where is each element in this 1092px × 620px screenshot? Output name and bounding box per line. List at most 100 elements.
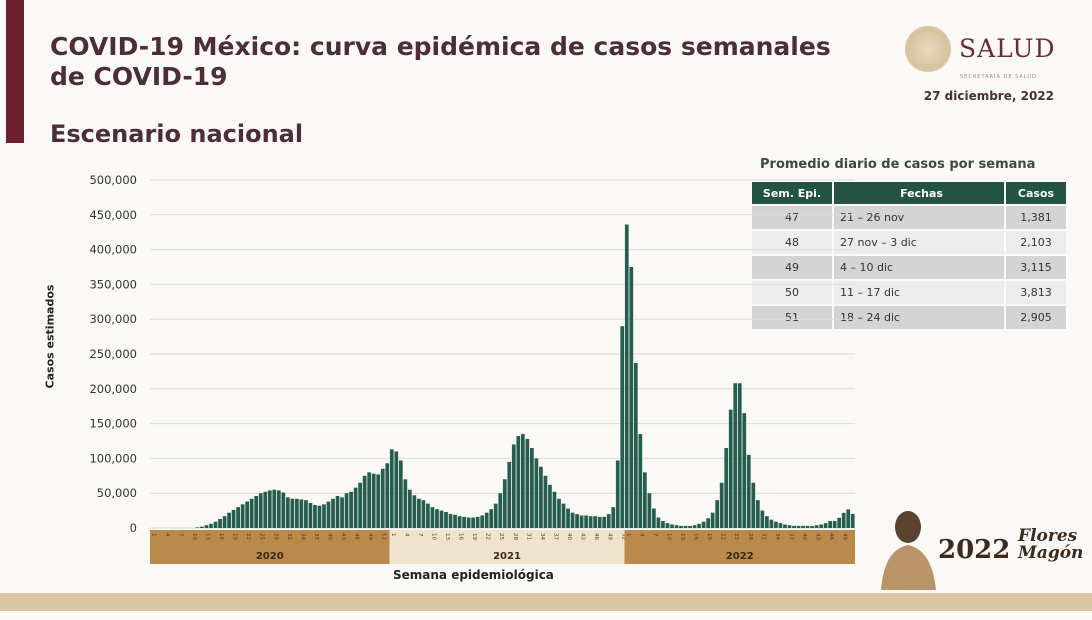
bar	[530, 447, 534, 528]
bar	[462, 516, 466, 528]
bar	[444, 511, 448, 528]
x-tick-label: 19	[232, 533, 238, 540]
cell-week: 50	[752, 281, 832, 304]
bar	[801, 525, 805, 528]
bar	[846, 509, 851, 528]
bar	[561, 503, 566, 528]
bar	[733, 383, 738, 528]
page-subtitle: Escenario nacional	[50, 120, 304, 148]
x-axis-label: Semana epidemiológica	[393, 568, 554, 582]
bar	[317, 505, 322, 528]
bar	[421, 500, 426, 528]
bar	[787, 525, 792, 528]
bar	[362, 475, 367, 528]
y-tick-label: 500,000	[89, 173, 137, 187]
x-tick-label: 49	[607, 533, 613, 540]
cell-week: 48	[752, 231, 832, 254]
x-tick-label: 22	[245, 533, 251, 540]
bar	[453, 514, 457, 528]
bar	[276, 490, 281, 528]
bar	[841, 512, 846, 528]
bar	[737, 383, 742, 528]
y-axis-label: Casos estimados	[43, 284, 57, 389]
bar	[430, 507, 435, 528]
x-tick-label: 10	[191, 533, 197, 540]
bar	[611, 507, 616, 528]
cell-dates: 11 – 17 dic	[834, 281, 1004, 304]
bar	[267, 490, 272, 528]
bar	[760, 510, 765, 528]
bar	[588, 516, 593, 528]
x-tick-label: 46	[593, 533, 599, 540]
x-tick-label: 52	[620, 533, 626, 540]
bar	[688, 525, 692, 528]
bar	[706, 518, 710, 528]
footer-logo: 2022	[938, 535, 1011, 565]
y-tick-label: 300,000	[89, 312, 137, 326]
bar	[683, 525, 688, 528]
x-tick-label: 13	[444, 533, 450, 540]
bar	[692, 525, 697, 528]
x-tick-label: 34	[774, 533, 780, 540]
x-tick-label: 10	[430, 533, 436, 540]
cases-table: Sem. Epi. Fechas Casos 47 21 – 26 nov 1,38…	[750, 180, 1068, 331]
x-tick-label: 13	[679, 533, 685, 540]
header-week: Sem. Epi.	[752, 182, 832, 204]
y-tick-label: 50,000	[97, 486, 137, 500]
x-tick-label: 13	[204, 533, 210, 540]
x-tick-label: 43	[580, 533, 586, 540]
x-tick-label: 40	[566, 533, 572, 540]
bar	[245, 501, 250, 528]
bar	[701, 521, 706, 528]
bar	[548, 484, 552, 528]
year-label: 2021	[493, 551, 521, 562]
bar	[344, 493, 349, 528]
bar	[371, 473, 376, 528]
bar	[850, 513, 855, 528]
salud-logo: SALUD	[905, 26, 1056, 72]
logo-text: SALUD	[959, 34, 1056, 63]
bar	[647, 493, 652, 528]
bar	[502, 479, 507, 528]
bar	[448, 514, 453, 528]
x-tick-label: 40	[801, 533, 807, 540]
bar	[285, 497, 290, 528]
bar	[557, 498, 561, 528]
bar	[769, 519, 774, 528]
x-tick-label: 43	[340, 533, 346, 540]
bar	[746, 454, 751, 528]
bar	[805, 525, 810, 528]
bar	[240, 504, 245, 528]
cell-week: 49	[752, 256, 832, 279]
header-dates: Fechas	[834, 182, 1004, 204]
x-tick-label: 22	[720, 533, 726, 540]
x-tick-label: 37	[313, 533, 319, 540]
bar	[380, 468, 385, 528]
bar	[575, 514, 579, 528]
bar	[656, 517, 661, 528]
cell-dates: 4 – 10 dic	[834, 256, 1004, 279]
accent-bar	[6, 0, 24, 143]
header-cases: Casos	[1006, 182, 1066, 204]
report-date: 27 diciembre, 2022	[923, 89, 1054, 103]
bar	[606, 514, 611, 528]
bar	[308, 502, 313, 528]
x-tick-label: 16	[218, 533, 224, 540]
bar	[652, 508, 656, 528]
table-row: 49 4 – 10 dic 3,115	[752, 256, 1066, 279]
x-tick-label: 10	[665, 533, 671, 540]
bar	[489, 509, 494, 528]
bar	[511, 444, 516, 528]
table-row: 48 27 nov – 3 dic 2,103	[752, 231, 1066, 254]
bar	[304, 500, 308, 528]
bar	[493, 503, 498, 528]
bar	[349, 491, 353, 528]
bar	[326, 501, 331, 528]
bar	[507, 461, 512, 528]
bar	[331, 498, 335, 528]
bar	[828, 521, 833, 528]
x-tick-label: 31	[525, 533, 531, 540]
bar	[837, 517, 842, 528]
table-row: 51 18 – 24 dic 2,905	[752, 306, 1066, 329]
bar	[661, 521, 665, 528]
